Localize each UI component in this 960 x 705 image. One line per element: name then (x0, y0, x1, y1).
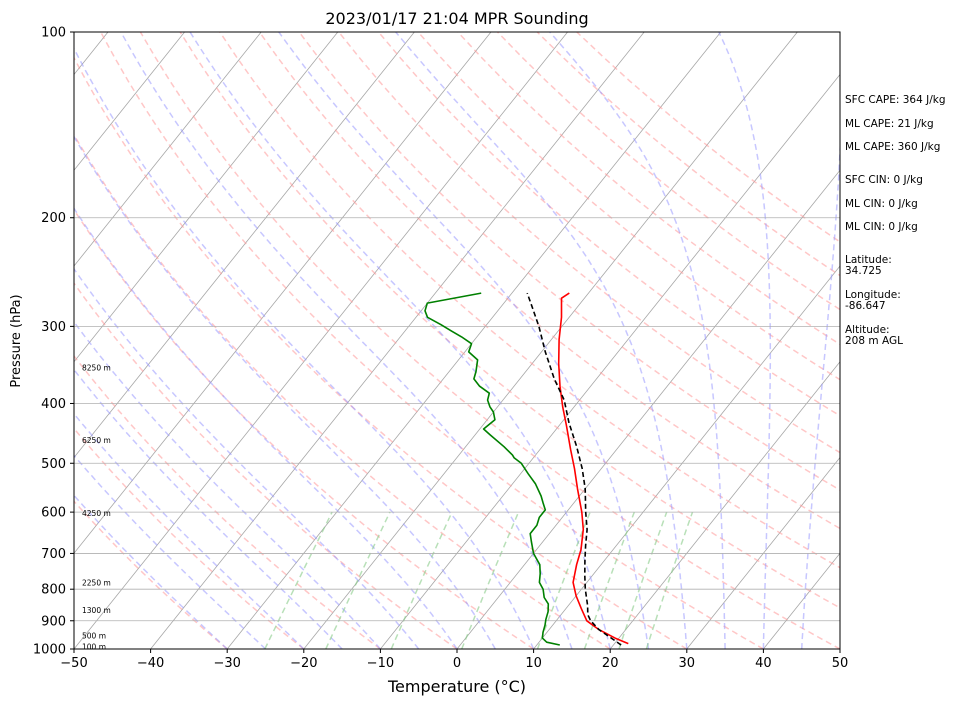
moist-adiabat-line (74, 454, 267, 649)
x-tick-label: −50 (60, 656, 87, 671)
y-tick-label: 300 (41, 320, 66, 335)
moist-adiabat-line (800, 133, 840, 649)
y-tick-label: 500 (41, 457, 66, 472)
annotation-longitude: Longitude: -86.647 (845, 289, 901, 312)
x-tick-label: 30 (679, 656, 696, 671)
isotherm-line (74, 32, 492, 554)
dry-adiabat-line (74, 56, 688, 649)
isotherm-line (380, 73, 840, 649)
dry-adiabat-line (74, 133, 611, 649)
isotherm-line (303, 32, 798, 649)
annotation-ml-cin-1: ML CIN: 0 J/kg (845, 198, 918, 210)
profile-line-2 (424, 292, 560, 646)
y-tick-label: 900 (41, 614, 66, 629)
annotation-sfc-cin: SFC CIN: 0 J/kg (845, 174, 923, 186)
moist-adiabat-line (74, 368, 343, 649)
y-tick-label: 400 (41, 397, 66, 412)
height-label: 8250 m (82, 364, 111, 373)
moist-adiabat-line (74, 206, 458, 649)
isotherm-line (609, 361, 840, 649)
x-axis-title: Temperature (°C) (387, 677, 526, 696)
dry-adiabat-line (377, 32, 840, 417)
height-label: 6250 m (82, 436, 111, 445)
profile-line-1 (557, 292, 629, 645)
dry-adiabat-line (139, 32, 840, 649)
isotherm-line (226, 32, 722, 649)
x-tick-label: 40 (755, 656, 772, 671)
y-axis-title: Pressure (hPa) (9, 294, 24, 387)
annotation-ml-cin-2: ML CIN: 0 J/kg (845, 221, 918, 233)
moist-adiabat-line (549, 32, 726, 649)
annotation-ml-cape-1: ML CAPE: 21 J/kg (845, 118, 934, 130)
chart-title: 2023/01/17 21:04 MPR Sounding (325, 9, 588, 28)
height-labels: 100 m 500 m 1300 m 2250 m 4250 m 6250 m 8250 m (82, 364, 111, 652)
height-label: 1300 m (82, 606, 111, 615)
isotherm-line (686, 456, 840, 649)
annotation-latitude: Latitude: 34.725 (845, 254, 892, 277)
moist-adiabat-line (120, 32, 573, 649)
y-tick-label: 600 (41, 506, 66, 521)
isotherm-line (74, 32, 185, 171)
height-label: 100 m (82, 642, 106, 651)
x-tick-label: 20 (602, 656, 619, 671)
moist-adiabat-line (189, 32, 611, 649)
mixing-ratio-line (461, 511, 520, 649)
isotherm-line (533, 265, 840, 649)
height-label: 2250 m (82, 578, 111, 587)
dry-adiabat-line (74, 208, 535, 649)
dry-adiabat-line (74, 500, 228, 649)
moist-adiabat-line (278, 32, 650, 649)
y-axis-ticks: 100 200 300 400 500 600 700 800 900 1000 (33, 26, 74, 658)
x-tick-label: −20 (290, 656, 317, 671)
annotation-sfc-cape: SFC CAPE: 364 J/kg (845, 94, 946, 106)
dry-adiabat-line (100, 32, 764, 649)
moist-adiabat-line (74, 494, 228, 649)
height-label: 4250 m (82, 509, 111, 518)
isotherm-line (74, 32, 339, 363)
moist-adiabat-line (74, 267, 420, 649)
y-tick-label: 200 (41, 211, 66, 226)
moist-adiabat-line (74, 46, 535, 649)
dry-adiabat-line (417, 32, 840, 381)
isotherm-line (74, 32, 262, 267)
mixing-ratio-line (325, 511, 391, 649)
y-tick-label: 1000 (33, 643, 66, 658)
annotation-altitude: Altitude: 208 m AGL (845, 324, 903, 347)
height-label: 500 m (82, 631, 106, 640)
moist-adiabat-line (718, 32, 772, 649)
pressure-gridlines (74, 31, 840, 650)
profile-series (424, 292, 629, 646)
isotherm-line (456, 169, 840, 649)
annotation-ml-cape-2: ML CAPE: 360 J/kg (845, 141, 941, 153)
dry-adiabat-line (457, 32, 840, 346)
dry-adiabat-line (74, 281, 458, 649)
x-tick-label: 10 (525, 656, 542, 671)
profile-line-3 (526, 292, 622, 646)
mixing-ratio-line (264, 511, 333, 649)
y-tick-label: 700 (41, 547, 66, 562)
moist-adiabat-line (74, 412, 305, 649)
y-tick-label: 800 (41, 583, 66, 598)
y-tick-label: 100 (41, 26, 66, 41)
isotherm-line (74, 32, 415, 459)
x-tick-label: −10 (367, 656, 394, 671)
moist-adiabat-line (74, 135, 496, 649)
x-tick-label: 50 (832, 656, 849, 671)
x-tick-label: −30 (213, 656, 240, 671)
x-tick-label: 0 (453, 656, 461, 671)
moist-adiabat-line (395, 32, 688, 649)
isotherm-line (74, 32, 568, 649)
dry-adiabat-line (179, 32, 840, 609)
background-lines (74, 32, 840, 649)
x-tick-label: −40 (137, 656, 164, 671)
plot-frame (73, 31, 841, 650)
x-axis-ticks: −50 −40 −30 −20 −10 0 10 20 30 40 50 (60, 649, 848, 671)
dry-adiabat-line (74, 354, 381, 649)
